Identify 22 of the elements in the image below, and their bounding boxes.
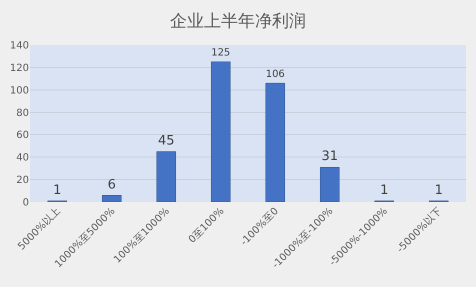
data-label: 106 [266, 69, 285, 80]
y-tick-label: 40 [16, 152, 29, 164]
data-label: 1 [53, 182, 62, 198]
y-tick-label: 120 [10, 62, 29, 74]
data-label: 1 [380, 182, 388, 198]
bar [265, 82, 286, 202]
bar [156, 151, 176, 202]
y-tick-label: 100 [10, 85, 29, 96]
y-tick-label: 80 [16, 108, 29, 119]
y-tick-label: 60 [16, 130, 29, 142]
bar [210, 62, 231, 202]
data-label: 45 [158, 134, 175, 149]
data-label: 1 [434, 182, 443, 198]
chart-title: 企业上半年净利润 [170, 11, 306, 32]
y-tick-label: 0 [22, 198, 29, 208]
bar [320, 166, 340, 202]
bar [102, 195, 122, 202]
data-label: 125 [211, 48, 230, 59]
data-label: 31 [321, 149, 338, 164]
data-label: 6 [108, 177, 116, 192]
y-tick-label: 140 [10, 40, 29, 52]
y-tick-label: 20 [16, 175, 29, 186]
